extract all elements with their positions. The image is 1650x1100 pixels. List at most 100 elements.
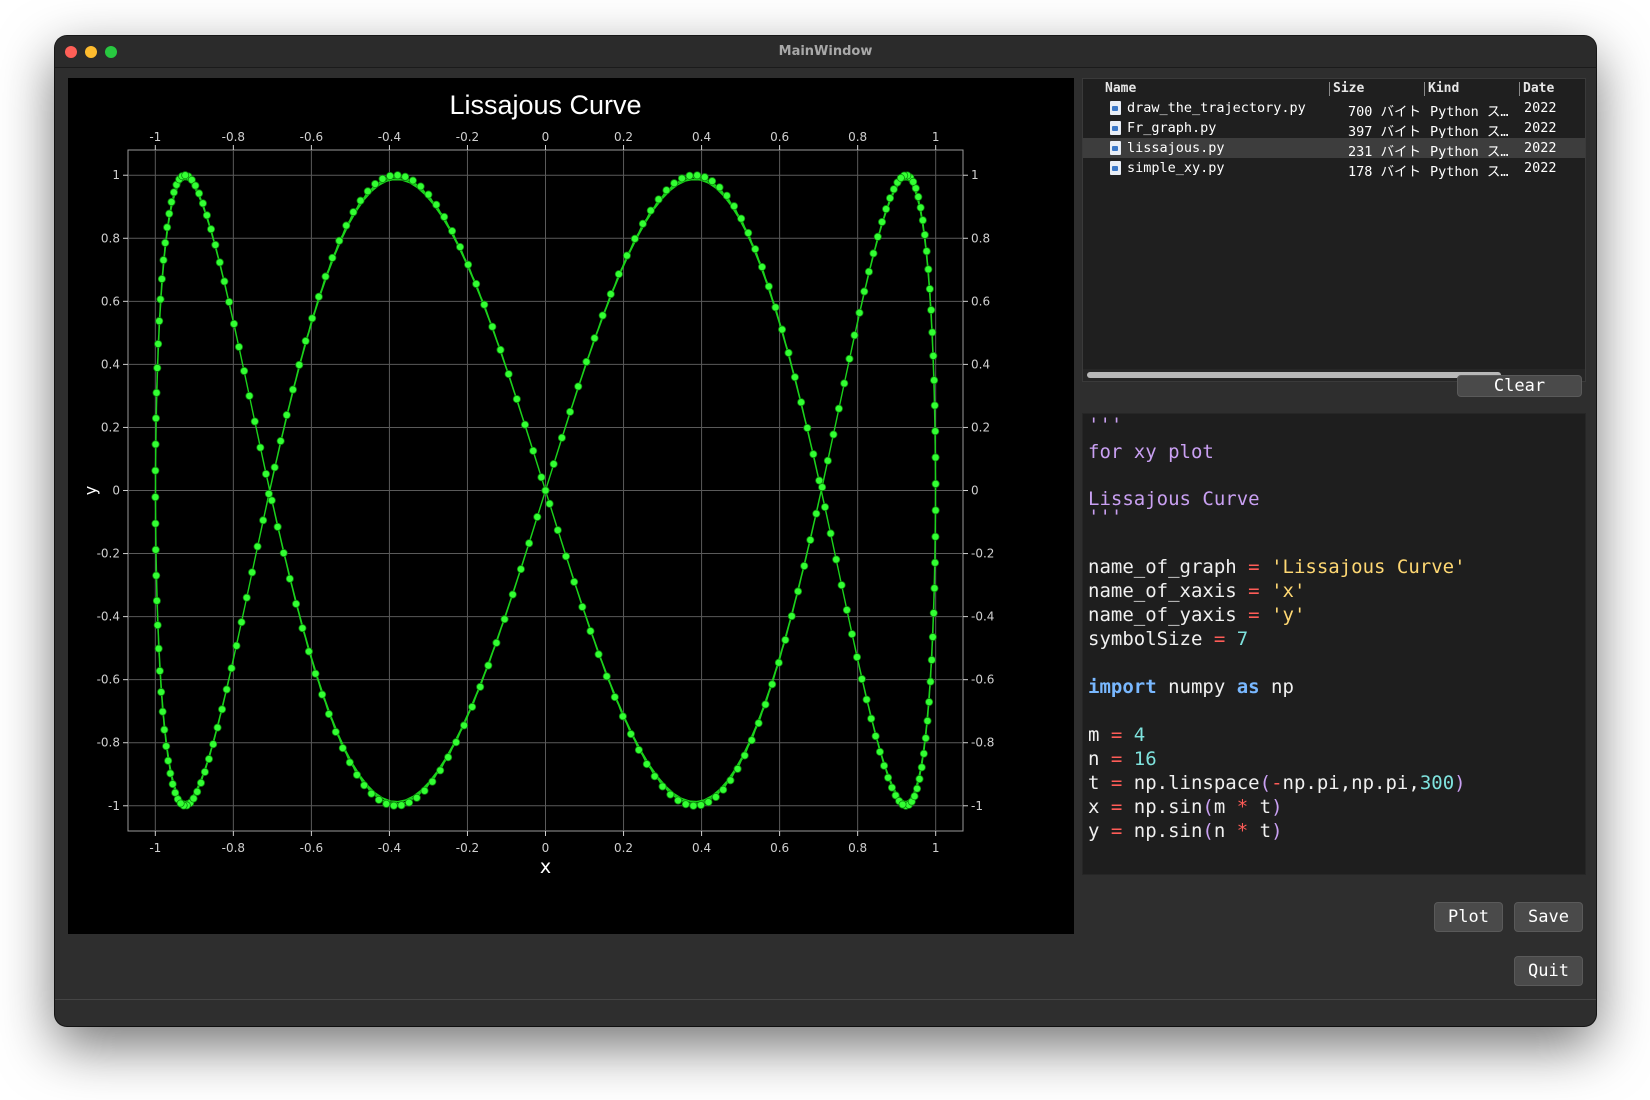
data-point — [884, 773, 893, 782]
column-header-size[interactable]: Size — [1333, 81, 1365, 96]
data-point — [758, 262, 767, 271]
data-point — [842, 606, 851, 615]
data-point — [850, 331, 859, 340]
y-tick-label-right: 0.8 — [971, 231, 990, 245]
data-point — [389, 801, 398, 810]
data-point — [931, 479, 940, 488]
data-point — [444, 753, 453, 762]
data-point — [666, 790, 675, 799]
file-row[interactable]: simple_xy.py 178 バイト Python ス… 2022 — [1083, 158, 1585, 180]
data-point — [919, 749, 928, 758]
data-point — [318, 690, 327, 699]
data-point — [245, 391, 254, 400]
data-point — [920, 230, 929, 239]
data-point — [484, 661, 493, 670]
file-browser[interactable]: Name Size Kind Date draw_the_trajectory.… — [1082, 78, 1586, 382]
data-point — [926, 677, 935, 686]
data-point — [202, 211, 211, 220]
data-point — [931, 506, 940, 515]
data-point — [638, 219, 647, 228]
data-point — [512, 395, 521, 404]
data-point — [356, 196, 365, 205]
y-tick-label: 1 — [112, 168, 120, 182]
code-line: ''' — [1088, 506, 1123, 528]
x-axis-label: x — [540, 856, 551, 878]
x-tick-label: 1 — [932, 841, 940, 855]
data-point — [285, 574, 294, 583]
data-point — [923, 716, 932, 725]
y-tick-label: -0.8 — [97, 736, 120, 750]
data-point — [696, 801, 705, 810]
data-point — [566, 407, 575, 416]
data-point — [218, 705, 227, 714]
quit-button[interactable]: Quit — [1514, 956, 1583, 986]
column-header-name[interactable]: Name — [1105, 81, 1137, 96]
data-point — [496, 345, 505, 354]
data-point — [855, 308, 864, 317]
close-window-button[interactable] — [65, 46, 77, 58]
data-point — [800, 561, 809, 570]
data-point — [282, 411, 291, 420]
y-tick-label: 0.6 — [101, 294, 120, 308]
data-point — [634, 745, 643, 754]
data-point — [195, 189, 204, 198]
maximize-window-button[interactable] — [105, 46, 117, 58]
data-point — [860, 287, 869, 296]
data-point — [685, 171, 694, 180]
y-tick-label: -0.4 — [97, 610, 120, 624]
file-browser-header: Name Size Kind Date — [1083, 79, 1585, 98]
y-tick-label-right: -0.8 — [971, 736, 994, 750]
data-point — [930, 376, 939, 385]
column-header-kind[interactable]: Kind — [1428, 81, 1460, 96]
data-point — [891, 791, 900, 800]
file-row[interactable]: draw_the_trajectory.py 700 バイト Python ス…… — [1083, 98, 1585, 120]
python-file-icon — [1110, 121, 1121, 135]
x-tick-label: -0.4 — [378, 841, 401, 855]
x-tick-label-top: 0.6 — [770, 130, 789, 144]
data-point — [248, 568, 257, 577]
data-point — [371, 179, 380, 188]
data-point — [930, 401, 939, 410]
data-point — [500, 615, 509, 624]
file-row[interactable]: Fr_graph.py 397 バイト Python ス… 2022 — [1083, 118, 1585, 140]
data-point — [352, 770, 361, 779]
code-line: name_of_xaxis = 'x' — [1088, 580, 1306, 602]
file-size: 231 バイト — [1348, 144, 1422, 160]
data-point — [875, 747, 884, 756]
scrollbar-thumb[interactable] — [1087, 372, 1501, 378]
data-point — [232, 641, 241, 650]
data-point — [164, 756, 173, 765]
y-tick-label: 0.2 — [101, 420, 120, 434]
save-button[interactable]: Save — [1514, 902, 1583, 932]
data-point — [642, 760, 651, 769]
data-point — [898, 800, 907, 809]
clear-button[interactable]: Clear — [1457, 375, 1582, 397]
data-point — [871, 732, 880, 741]
data-point — [929, 609, 938, 618]
data-point — [887, 783, 896, 792]
plot-button[interactable]: Plot — [1434, 902, 1503, 932]
file-kind: Python ス… — [1430, 144, 1509, 160]
data-point — [848, 630, 857, 639]
data-point — [677, 174, 686, 183]
data-point — [220, 277, 229, 286]
x-tick-label: 0.8 — [848, 841, 867, 855]
x-tick-label-top: -0.2 — [456, 130, 479, 144]
code-editor[interactable]: ''' for xy plot Lissajous Curve ''' name… — [1082, 413, 1586, 875]
lissajous-chart[interactable]: -1 -1 -0.8 -0.8 -0.6 -0.6 -0.4 -0.4 -0.2 -0.2 0 0 0.… — [68, 78, 1074, 934]
column-header-date[interactable]: Date — [1523, 81, 1555, 96]
data-point — [561, 552, 570, 561]
data-point — [416, 182, 425, 191]
minimize-window-button[interactable] — [85, 46, 97, 58]
file-date: 2022 — [1524, 100, 1557, 116]
file-row-selected[interactable]: lissajous.py 231 バイト Python ス… 2022 — [1083, 138, 1585, 160]
data-point — [311, 669, 320, 678]
data-point — [630, 234, 639, 243]
data-point — [181, 171, 190, 180]
data-point — [168, 780, 177, 789]
data-point — [264, 489, 273, 498]
data-point — [533, 512, 542, 521]
data-point — [781, 635, 790, 644]
data-point — [393, 171, 402, 180]
plot-area[interactable]: -1 -1 -0.8 -0.8 -0.6 -0.6 -0.4 -0.4 -0.2 -0.2 0 0 0.… — [68, 78, 1074, 934]
